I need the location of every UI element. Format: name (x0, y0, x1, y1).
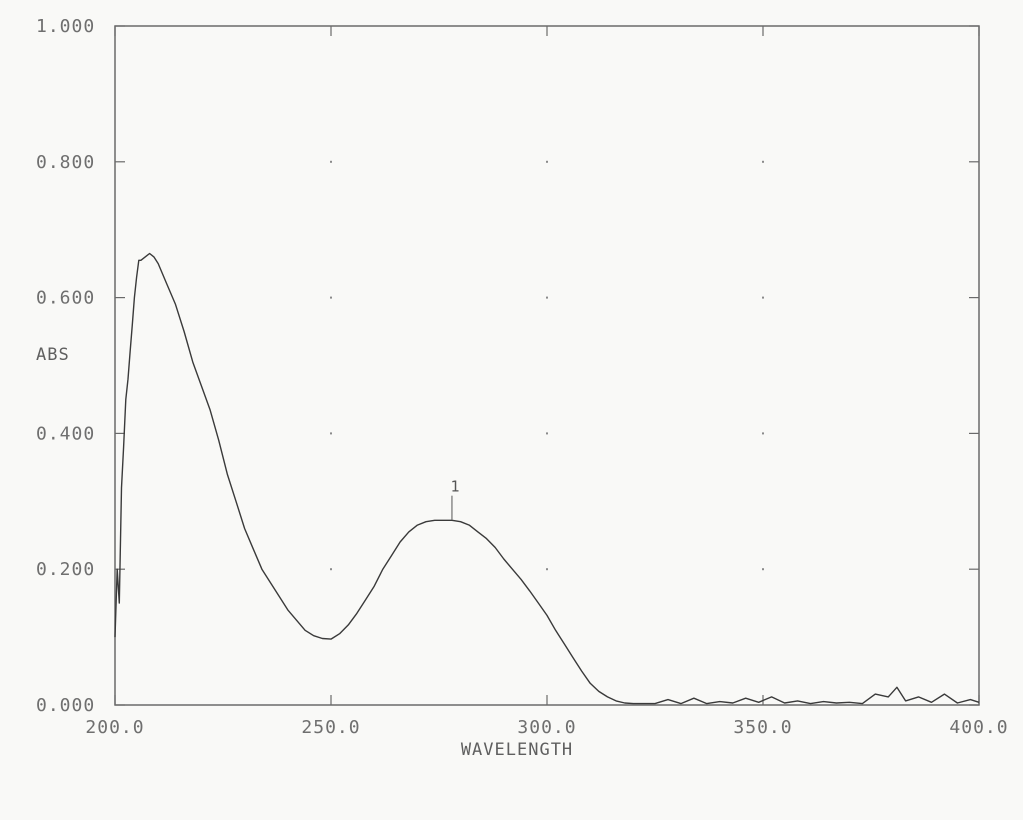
y-tick-label: 0.400 (36, 423, 95, 444)
grid-dot (330, 160, 332, 163)
plot-frame (114, 25, 980, 706)
grid-dot (330, 432, 332, 435)
y-axis-title: ABS (36, 345, 70, 365)
grid-dot (762, 160, 764, 163)
x-tick-label: 200.0 (85, 717, 144, 738)
grid-layer (330, 160, 764, 571)
grid-dot (762, 568, 764, 571)
y-tick-label: 0.000 (36, 695, 95, 716)
y-tick-label: 0.800 (36, 152, 95, 173)
x-tick-label: 300.0 (517, 717, 576, 738)
y-tick-label: 0.200 (36, 559, 95, 580)
x-axis-title: WAVELENGTH (461, 740, 573, 760)
peak-marker-label: 1 (450, 478, 459, 496)
grid-dot (546, 160, 548, 163)
grid-dot (762, 432, 764, 435)
grid-dot (762, 296, 764, 299)
y-tick-label: 1.000 (36, 16, 95, 37)
grid-dot (546, 432, 548, 435)
grid-dot (330, 296, 332, 299)
x-tick-label: 350.0 (733, 717, 792, 738)
x-tick-label: 400.0 (949, 717, 1008, 738)
grid-dot (546, 296, 548, 299)
grid-dot (546, 568, 548, 571)
x-tick-label: 250.0 (301, 717, 360, 738)
x-tick-labels: 200.0 250.0 300.0 350.0 400.0 (85, 717, 1008, 738)
tick-layer (114, 25, 980, 706)
y-tick-label: 0.600 (36, 288, 95, 309)
grid-dot (330, 568, 332, 571)
y-tick-labels: 0.000 0.200 0.400 0.600 0.800 1.000 (36, 16, 95, 716)
peak-marker: 1 (450, 478, 459, 520)
absorbance-series-line (114, 252, 980, 705)
